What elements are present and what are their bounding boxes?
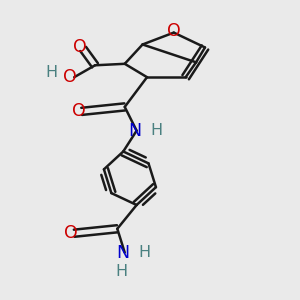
Text: H: H [116, 264, 128, 279]
Text: O: O [72, 102, 86, 120]
Text: N: N [129, 122, 142, 140]
Text: O: O [73, 38, 87, 56]
Text: H: H [46, 65, 58, 80]
Text: H: H [150, 123, 162, 138]
Text: O: O [64, 224, 78, 242]
Text: O: O [167, 22, 181, 40]
Text: N: N [117, 244, 130, 262]
Text: O: O [63, 68, 76, 86]
Text: H: H [138, 245, 150, 260]
